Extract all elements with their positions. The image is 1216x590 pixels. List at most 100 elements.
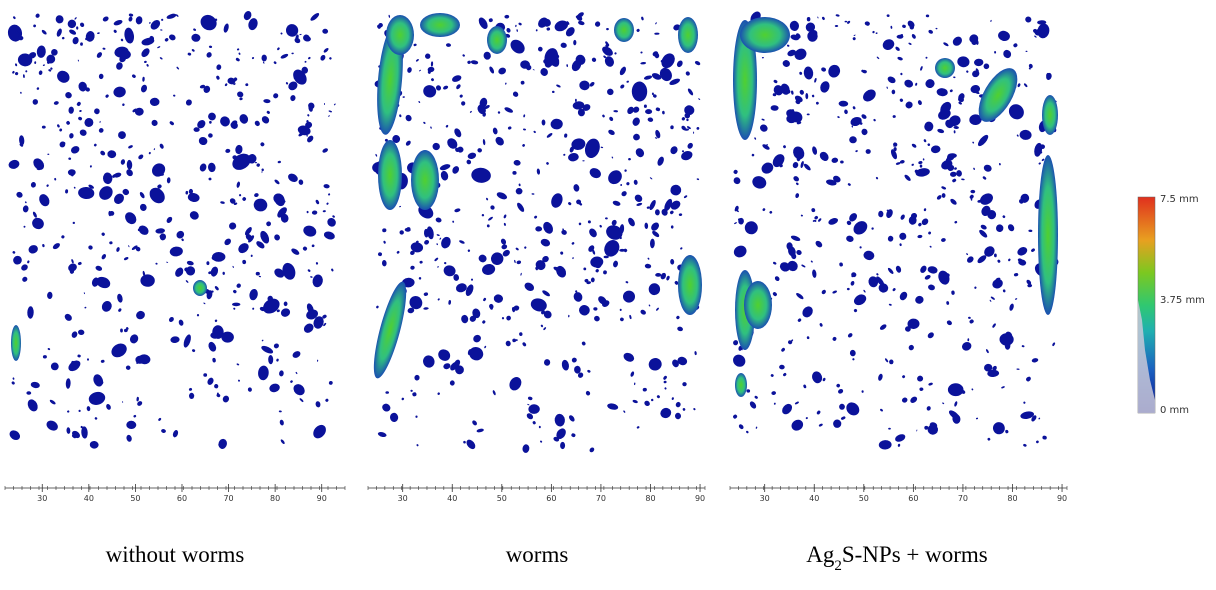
pore <box>323 184 330 189</box>
pore <box>800 214 803 217</box>
pore <box>1008 258 1011 262</box>
pore <box>457 146 464 153</box>
pore <box>514 259 516 264</box>
pore <box>612 200 621 206</box>
pore <box>970 198 973 201</box>
pore <box>977 255 987 264</box>
pore <box>1016 368 1020 370</box>
pore <box>936 195 942 200</box>
pore <box>283 301 288 307</box>
pore <box>327 217 336 227</box>
pore <box>946 320 952 326</box>
pore <box>178 319 184 326</box>
pore <box>654 32 660 35</box>
pore <box>861 69 864 73</box>
pore <box>431 78 434 82</box>
pore <box>466 159 472 165</box>
pore <box>283 200 286 203</box>
pore <box>232 302 241 307</box>
pore <box>232 155 237 160</box>
pore <box>97 32 100 35</box>
pore <box>876 276 885 287</box>
pore <box>488 18 493 23</box>
pore <box>223 23 229 33</box>
pore <box>66 121 70 125</box>
pore <box>242 197 247 201</box>
pore <box>943 273 950 279</box>
worm-burrow <box>935 58 955 78</box>
pore <box>214 286 219 291</box>
panel-label-part: worms <box>506 542 569 567</box>
pore <box>159 234 165 239</box>
pore <box>993 253 997 258</box>
pore <box>477 148 482 153</box>
ruler-tick-label: 70 <box>596 494 606 503</box>
pore <box>899 291 908 301</box>
pore <box>674 281 679 285</box>
pore <box>249 288 258 301</box>
pore <box>454 128 462 138</box>
pore <box>301 66 309 74</box>
pore <box>148 151 151 155</box>
pore <box>484 345 487 349</box>
pore <box>818 218 822 222</box>
pore <box>144 60 147 64</box>
pore <box>1046 72 1050 77</box>
pore <box>904 174 911 181</box>
pore <box>137 401 143 406</box>
pore <box>273 61 277 65</box>
ruler-tick-label: 50 <box>130 494 140 503</box>
pore <box>607 88 614 96</box>
pore <box>446 43 451 47</box>
pore <box>772 292 777 297</box>
pore <box>94 417 98 420</box>
pore <box>212 251 226 262</box>
pore <box>280 439 285 445</box>
pore <box>67 410 70 413</box>
pore <box>782 60 790 67</box>
pore <box>504 107 513 113</box>
pore <box>288 173 298 182</box>
pore <box>983 164 992 172</box>
pore <box>439 164 451 171</box>
pore <box>762 208 766 212</box>
pore <box>399 205 402 208</box>
pore <box>175 14 179 17</box>
pore <box>120 159 126 165</box>
pore <box>899 160 905 164</box>
pore <box>873 118 876 122</box>
pore <box>36 168 41 171</box>
pore <box>664 387 667 390</box>
pore <box>799 71 803 75</box>
pore <box>52 243 60 250</box>
pore <box>328 114 330 118</box>
pore <box>266 110 270 114</box>
pore <box>89 165 92 168</box>
pore <box>935 27 938 30</box>
pore <box>84 306 87 309</box>
pore <box>738 424 744 430</box>
pore <box>787 245 793 251</box>
pore <box>1031 415 1037 422</box>
pore <box>34 61 37 64</box>
pore <box>655 272 662 277</box>
pore <box>681 150 693 161</box>
pore <box>137 20 140 23</box>
pore <box>540 440 543 443</box>
pore <box>733 169 738 174</box>
pore <box>523 128 526 131</box>
pore <box>831 157 839 163</box>
pore <box>306 134 308 137</box>
pore <box>30 182 36 188</box>
pore <box>437 266 439 268</box>
pore <box>88 391 106 405</box>
pore <box>905 101 913 109</box>
pore <box>909 25 914 30</box>
pore <box>566 64 569 68</box>
pore <box>216 75 220 80</box>
pore <box>288 81 298 91</box>
pore <box>74 17 77 20</box>
pore <box>274 179 280 185</box>
pore <box>887 76 896 84</box>
pore <box>323 48 329 53</box>
